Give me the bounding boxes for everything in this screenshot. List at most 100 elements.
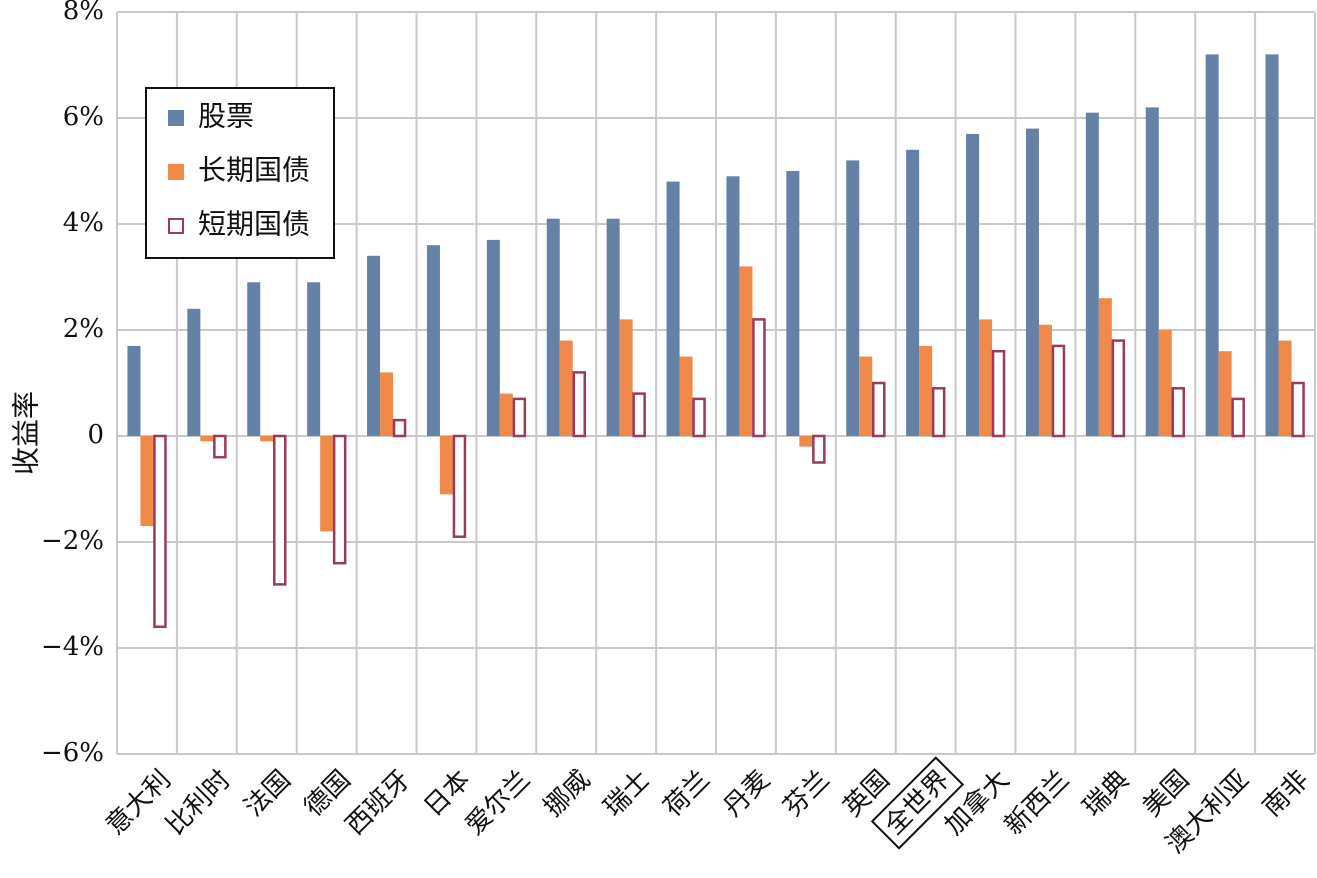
highlight-box bbox=[870, 756, 965, 850]
bar-短期国债-法国 bbox=[273, 434, 287, 586]
x-tick-label-group: 瑞典 bbox=[1077, 765, 1135, 823]
x-tick-label: 瑞士 bbox=[598, 765, 656, 823]
bar-短期国债-英国 bbox=[872, 381, 886, 438]
x-axis-labels: 意大利比利时 法国 德国西班牙 日本爱尔兰 挪威 瑞士 荷兰 丹麦 芬兰 英国全世界加拿大新西兰瑞… bbox=[101, 756, 1315, 860]
x-tick-label: 挪威 bbox=[538, 765, 596, 823]
bar-短期国债-意大利 bbox=[153, 434, 167, 629]
bar-股票-瑞士 bbox=[606, 218, 620, 436]
y-tick-label: 6% bbox=[63, 102, 104, 132]
bar-短期国债-全世界 bbox=[931, 387, 946, 438]
bar-股票-德国 bbox=[307, 282, 321, 436]
bar-股票-芬兰 bbox=[786, 171, 800, 436]
bar-股票-意大利 bbox=[127, 345, 141, 436]
bar-股票-新西兰 bbox=[1025, 128, 1039, 436]
bar-长期国债-南非 bbox=[1278, 340, 1292, 436]
bar-长期国债-法国 bbox=[260, 436, 274, 442]
bar-长期国债-德国 bbox=[320, 436, 334, 532]
y-tick-label: −6% bbox=[41, 738, 104, 768]
bar-长期国债-瑞士 bbox=[619, 319, 633, 436]
x-tick-label-group: 挪威 bbox=[538, 765, 596, 823]
bar-短期国债-西班牙 bbox=[392, 418, 407, 438]
x-tick-label-group: 西班牙 bbox=[340, 765, 416, 841]
bar-股票-澳大利亚 bbox=[1205, 54, 1219, 437]
bar-长期国债-全世界 bbox=[919, 345, 933, 436]
bar-短期国债-德国 bbox=[332, 434, 347, 565]
bar-股票-西班牙 bbox=[367, 255, 381, 436]
legend-label: 长期国债 bbox=[198, 154, 310, 187]
bar-股票-荷兰 bbox=[666, 181, 680, 436]
bar-短期国债-芬兰 bbox=[812, 434, 826, 464]
bar-股票-法国 bbox=[247, 282, 261, 436]
bar-短期国债-比利时 bbox=[213, 434, 227, 459]
bar-短期国债-新西兰 bbox=[1051, 344, 1066, 438]
x-tick-label-group: 法国 bbox=[239, 765, 297, 823]
legend-swatch bbox=[168, 164, 184, 180]
x-tick-label: 法国 bbox=[239, 765, 297, 823]
y-tick-label: 0 bbox=[87, 420, 104, 450]
bar-股票-挪威 bbox=[546, 218, 560, 436]
bar-短期国债-瑞典 bbox=[1111, 339, 1126, 438]
x-tick-label: 芬兰 bbox=[778, 765, 836, 823]
x-tick-label: 荷兰 bbox=[658, 765, 716, 823]
x-tick-label-group: 荷兰 bbox=[658, 765, 716, 823]
chart-bars bbox=[127, 54, 1305, 629]
bar-股票-丹麦 bbox=[726, 176, 740, 437]
x-tick-label: 加拿大 bbox=[939, 765, 1015, 841]
y-tick-label: 8% bbox=[63, 0, 104, 26]
x-tick-label-group: 比利时 bbox=[160, 765, 236, 841]
x-tick-label-group: 芬兰 bbox=[778, 765, 836, 823]
bar-长期国债-丹麦 bbox=[739, 266, 753, 436]
x-tick-label-group: 爱尔兰 bbox=[460, 765, 536, 841]
x-tick-label: 爱尔兰 bbox=[460, 765, 536, 841]
bar-股票-加拿大 bbox=[966, 133, 980, 436]
bar-股票-全世界 bbox=[906, 149, 920, 437]
bar-长期国债-意大利 bbox=[140, 436, 154, 527]
x-tick-label: 丹麦 bbox=[718, 765, 776, 823]
bar-长期国债-西班牙 bbox=[380, 372, 394, 436]
bar-长期国债-新西兰 bbox=[1038, 324, 1052, 436]
legend-label: 股票 bbox=[198, 100, 254, 133]
y-axis-ticks: −6% −4% −2% 0 2% 4% 6% 8% bbox=[41, 0, 104, 768]
legend-swatch bbox=[168, 218, 184, 234]
x-tick-label: 意大利 bbox=[101, 765, 177, 841]
bar-股票-比利时 bbox=[187, 308, 201, 436]
bar-短期国债-荷兰 bbox=[692, 397, 706, 438]
bar-股票-英国 bbox=[846, 160, 860, 436]
bar-股票-爱尔兰 bbox=[486, 239, 500, 436]
bar-长期国债-挪威 bbox=[559, 340, 573, 436]
bar-长期国债-瑞典 bbox=[1098, 298, 1112, 436]
x-tick-label: 比利时 bbox=[160, 765, 236, 841]
bar-股票-瑞典 bbox=[1085, 112, 1099, 436]
y-tick-label: 4% bbox=[63, 208, 104, 238]
x-tick-label: 新西兰 bbox=[999, 765, 1075, 841]
x-tick-label-group: 意大利 bbox=[101, 765, 177, 841]
x-tick-label: 南非 bbox=[1257, 765, 1315, 823]
bar-长期国债-比利时 bbox=[200, 436, 214, 442]
x-tick-label-group: 全世界 bbox=[870, 756, 965, 850]
bar-短期国债-日本 bbox=[452, 434, 467, 538]
x-tick-label-group: 南非 bbox=[1257, 765, 1315, 823]
bar-短期国债-美国 bbox=[1171, 387, 1185, 438]
legend-swatch bbox=[168, 110, 184, 126]
bar-短期国债-挪威 bbox=[572, 371, 586, 438]
x-tick-label: 西班牙 bbox=[340, 765, 416, 841]
y-axis-label: 收益率 bbox=[10, 391, 43, 475]
x-tick-label-group: 瑞士 bbox=[598, 765, 656, 823]
bar-短期国债-瑞士 bbox=[632, 392, 646, 438]
bar-短期国债-爱尔兰 bbox=[512, 397, 527, 438]
bar-股票-美国 bbox=[1145, 107, 1159, 437]
bar-短期国债-澳大利亚 bbox=[1231, 397, 1245, 438]
x-tick-label: 瑞典 bbox=[1077, 765, 1135, 823]
y-tick-label: −2% bbox=[41, 526, 104, 556]
x-tick-label-group: 加拿大 bbox=[939, 765, 1015, 841]
y-tick-label: −4% bbox=[41, 632, 104, 662]
x-tick-label-group: 丹麦 bbox=[718, 765, 776, 823]
bar-短期国债-南非 bbox=[1291, 381, 1305, 438]
x-tick-label-group: 新西兰 bbox=[999, 765, 1075, 841]
y-tick-label: 2% bbox=[63, 314, 104, 344]
legend-label: 短期国债 bbox=[198, 208, 310, 241]
bar-股票-日本 bbox=[426, 245, 440, 436]
bar-长期国债-爱尔兰 bbox=[499, 393, 513, 436]
